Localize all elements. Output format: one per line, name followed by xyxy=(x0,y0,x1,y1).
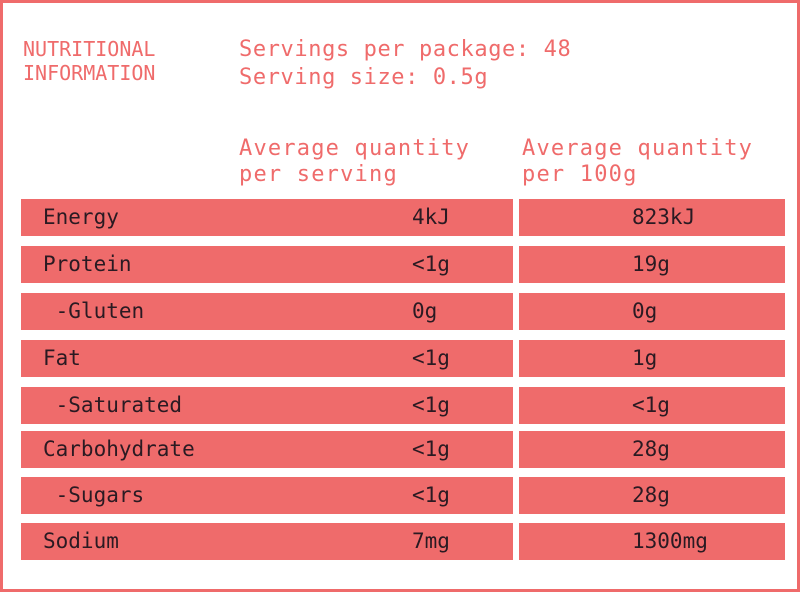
per-100g-value: 1300mg xyxy=(632,529,708,553)
row-cell-per-100g: 28g xyxy=(519,431,785,468)
nutrient-name: Fat xyxy=(43,346,81,370)
row-cell-per-100g: 1g xyxy=(519,340,785,377)
nutrient-name: -Gluten xyxy=(43,299,145,323)
per-serving-value: 0g xyxy=(412,299,438,323)
serving-info: Servings per package: 48 Serving size: 0… xyxy=(239,36,571,92)
per-100g-value: 1g xyxy=(632,346,658,370)
nutrient-name: Sodium xyxy=(43,529,119,553)
servings-per-package: Servings per package: 48 xyxy=(239,37,572,62)
row-cell-per-100g: 28g xyxy=(519,477,785,514)
row-cell-main: Energy 4kJ xyxy=(21,199,513,236)
per-serving-value: <1g xyxy=(412,437,450,461)
serving-size: Serving size: 0.5g xyxy=(239,65,489,90)
per-serving-value: <1g xyxy=(412,346,450,370)
per-serving-value: <1g xyxy=(412,252,450,276)
per-100g-value: 823kJ xyxy=(632,205,696,229)
row-cell-main: Sodium 7mg xyxy=(21,523,513,560)
nutrient-name: Carbohydrate xyxy=(43,437,195,461)
nutrient-name: Protein xyxy=(43,252,132,276)
per-100g-value: 19g xyxy=(632,252,670,276)
row-cell-main: -Sugars <1g xyxy=(21,477,513,514)
per-serving-value: <1g xyxy=(412,393,450,417)
row-cell-per-100g: 19g xyxy=(519,246,785,283)
row-cell-per-100g: 1300mg xyxy=(519,523,785,560)
nutrient-name: Energy xyxy=(43,205,119,229)
row-cell-main: Fat <1g xyxy=(21,340,513,377)
panel-title: NUTRITIONAL INFORMATION xyxy=(23,37,156,85)
row-cell-main: -Gluten 0g xyxy=(21,293,513,330)
row-cell-per-100g: 823kJ xyxy=(519,199,785,236)
nutrient-name: -Sugars xyxy=(43,483,145,507)
per-100g-value: 0g xyxy=(632,299,658,323)
row-cell-per-100g: 0g xyxy=(519,293,785,330)
column-header-per-serving: Average quantity per serving xyxy=(239,136,471,187)
row-cell-main: Carbohydrate <1g xyxy=(21,431,513,468)
row-cell-per-100g: <1g xyxy=(519,387,785,424)
per-100g-value: 28g xyxy=(632,483,670,507)
per-100g-value: 28g xyxy=(632,437,670,461)
per-serving-value: 4kJ xyxy=(412,205,450,229)
per-serving-value: <1g xyxy=(412,483,450,507)
per-serving-value: 7mg xyxy=(412,529,450,553)
column-header-per-100g: Average quantity per 100g xyxy=(522,136,754,187)
per-100g-value: <1g xyxy=(632,393,670,417)
row-cell-main: Protein <1g xyxy=(21,246,513,283)
nutrient-name: -Saturated xyxy=(43,393,183,417)
row-cell-main: -Saturated <1g xyxy=(21,387,513,424)
